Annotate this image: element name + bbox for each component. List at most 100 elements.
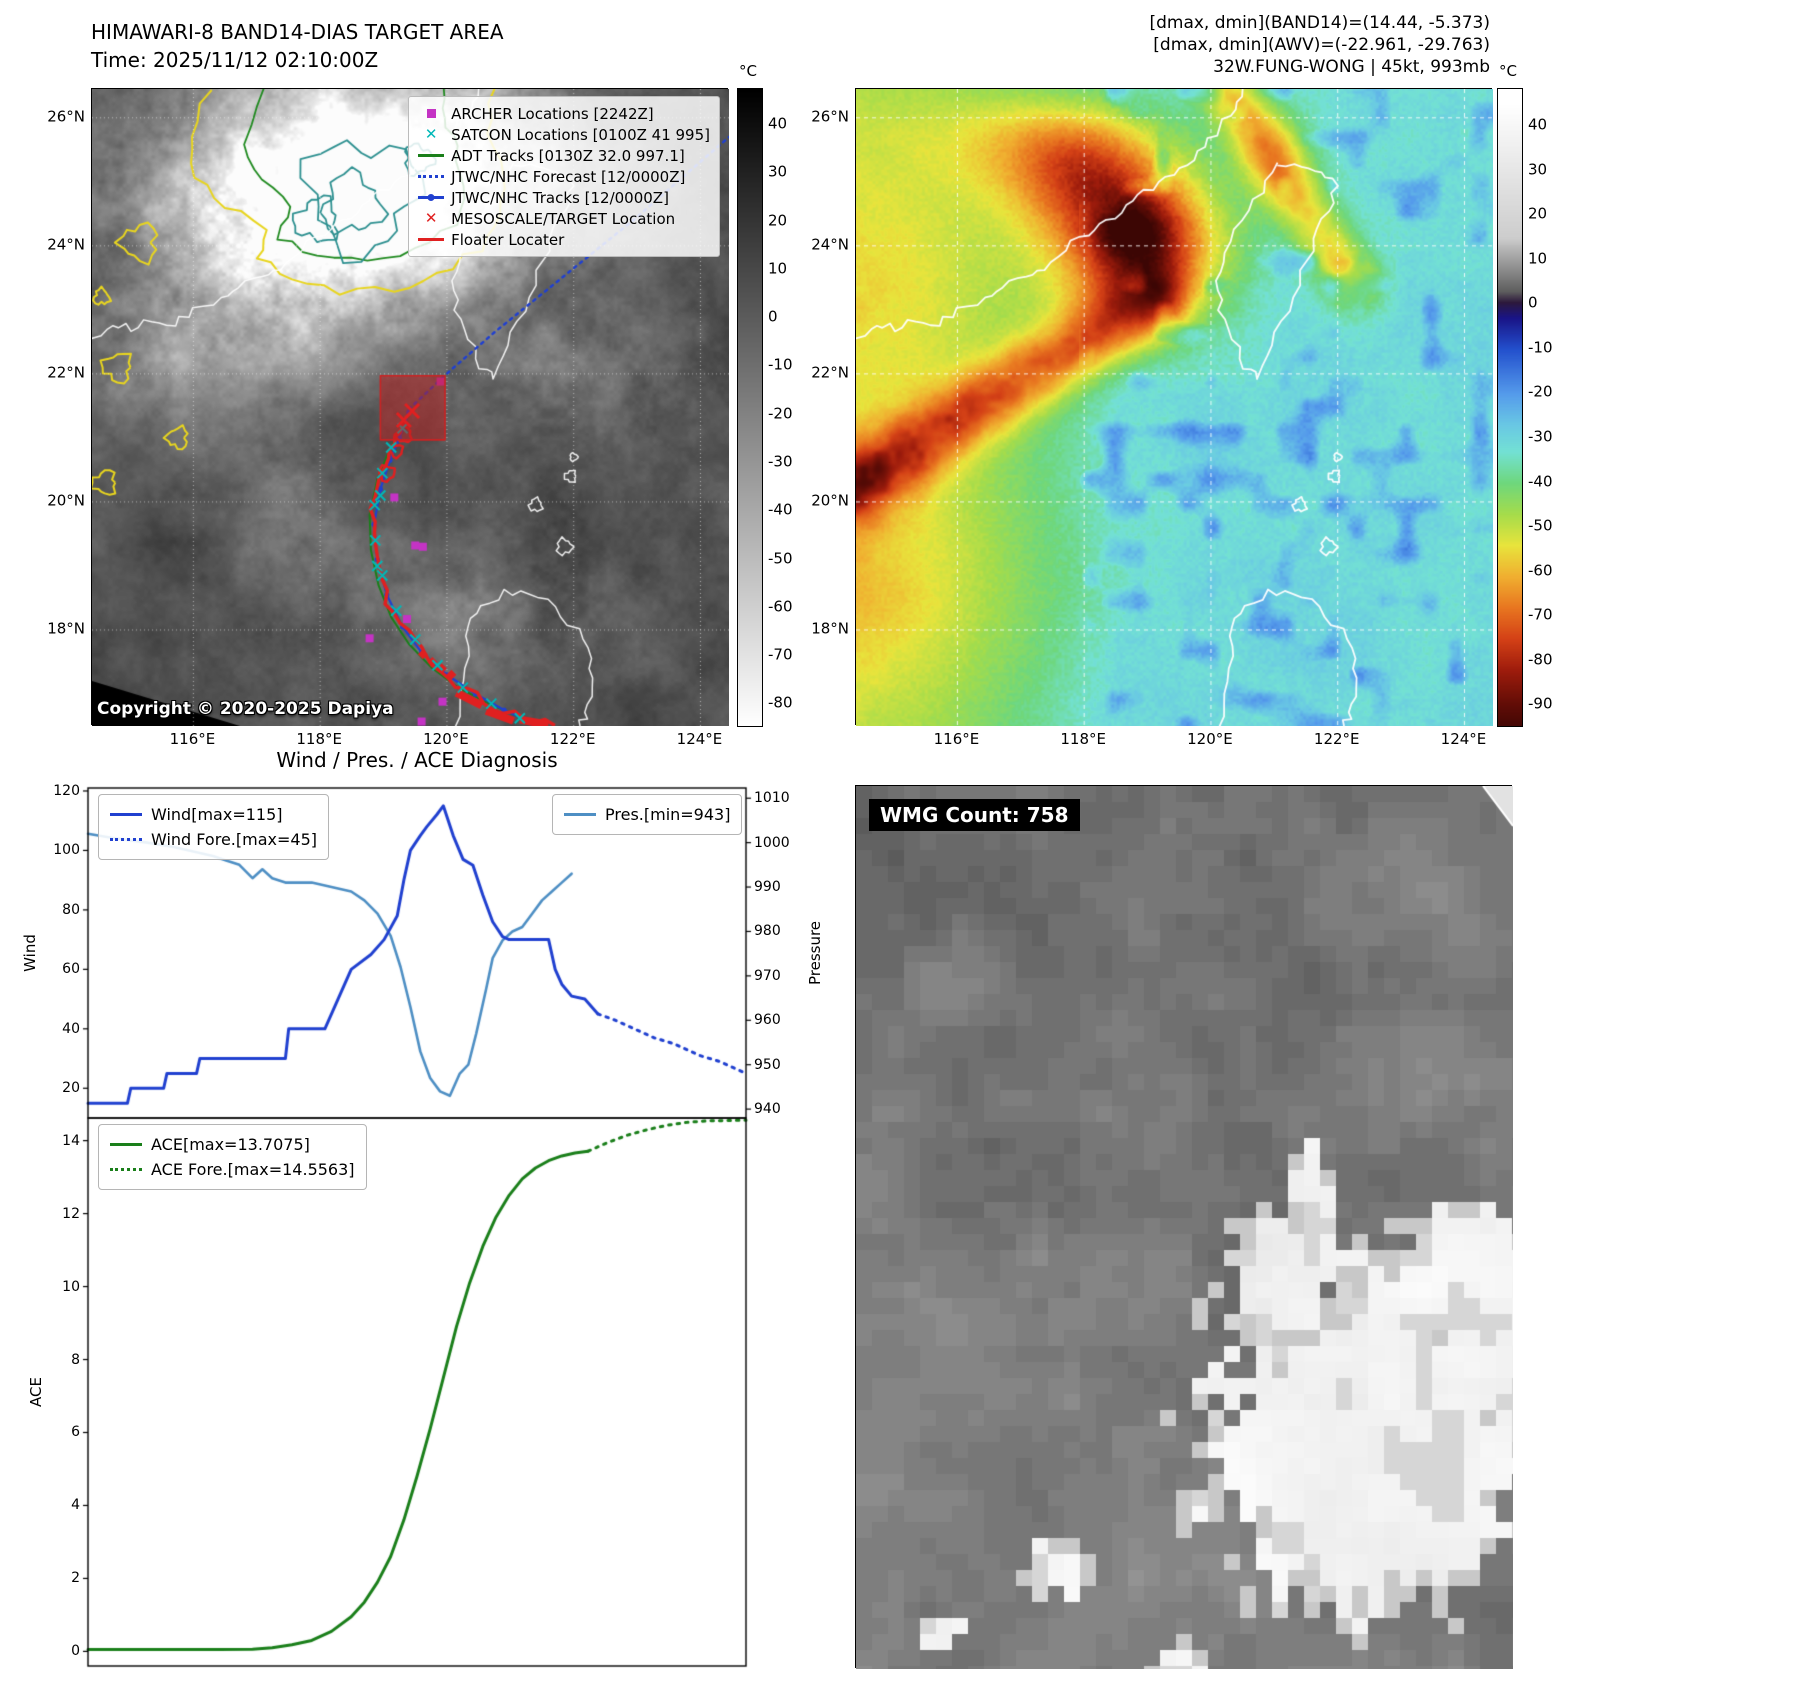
diagnosis-title: Wind / Pres. / ACE Diagnosis	[276, 748, 558, 772]
forecast-dotted-line-icon	[418, 175, 445, 178]
tick-label: 124°E	[1440, 730, 1487, 748]
tick-label: 40	[768, 114, 788, 133]
tick-label: 990	[754, 879, 781, 896]
legend-item-wind: Wind[max=115]	[110, 802, 317, 827]
tick-label: -40	[1528, 472, 1553, 491]
legend-item-mesoscale: ✕ MESOSCALE/TARGET Location	[418, 208, 710, 229]
tick-label: 950	[754, 1056, 781, 1073]
legend-label: ACE Fore.[max=14.5563]	[151, 1160, 355, 1179]
tick-label: 10	[1528, 249, 1548, 268]
legend-label: Wind Fore.[max=45]	[151, 830, 317, 849]
dmax-awv-text: [dmax, dmin](AWV)=(-22.961, -29.763)	[1153, 35, 1490, 55]
pressure-legend: Pres.[min=943]	[552, 794, 743, 835]
archer-square-icon	[418, 109, 444, 118]
awv-header: [dmax, dmin](BAND14)=(14.44, -5.373) [dm…	[1149, 12, 1490, 78]
tick-label: -60	[768, 597, 793, 616]
legend-item-floater: Floater Locater	[418, 229, 710, 250]
diagnosis-charts	[76, 776, 758, 1678]
legend-label: SATCON Locations [0100Z 41 995]	[451, 125, 710, 144]
dmax-band14-text: [dmax, dmin](BAND14)=(14.44, -5.373)	[1149, 13, 1490, 33]
storm-info-text: 32W.FUNG-WONG | 45kt, 993mb	[1213, 57, 1490, 77]
tick-label: 20°N	[811, 491, 849, 510]
tick-label: 24°N	[47, 235, 85, 254]
ace-legend: ACE[max=13.7075] ACE Fore.[max=14.5563]	[98, 1124, 367, 1190]
tick-label: 0	[768, 307, 778, 326]
legend-label: JTWC/NHC Forecast [12/0000Z]	[451, 167, 686, 186]
tick-label: 26°N	[811, 107, 849, 126]
tick-label: -20	[768, 404, 793, 423]
legend-label: MESOSCALE/TARGET Location	[451, 209, 676, 228]
tick-label: 22°N	[47, 363, 85, 382]
legend-item-pressure: Pres.[min=943]	[564, 802, 730, 827]
wind-axis-label: Wind	[21, 934, 39, 972]
ace-forecast-dotted-icon	[110, 1168, 142, 1171]
tick-label: -40	[768, 500, 793, 519]
tick-label: 0	[1528, 293, 1538, 312]
tick-label: -30	[1528, 427, 1553, 446]
tick-label: -20	[1528, 382, 1553, 401]
awv-satellite-image	[856, 89, 1493, 726]
copyright-label: Copyright © 2020-2025 Dapiya	[97, 699, 394, 719]
tick-label: -70	[768, 645, 793, 664]
wmg-panel: WMG Count: 758	[855, 785, 1513, 1669]
tick-label: 30	[768, 162, 788, 181]
legend-item-adt: ADT Tracks [0130Z 32.0 997.1]	[418, 145, 710, 166]
legend-item-ace: ACE[max=13.7075]	[110, 1132, 355, 1157]
band14-title: HIMAWARI-8 BAND14-DIAS TARGET AREA	[91, 20, 504, 44]
tick-label: 20°N	[47, 491, 85, 510]
tick-label: 116°E	[169, 730, 216, 748]
tick-label: -90	[1528, 694, 1553, 713]
pressure-line-icon	[564, 813, 596, 816]
awv-colorbar-unit: °C	[1499, 62, 1517, 80]
tick-label: 30	[1528, 160, 1548, 179]
tick-label: 18°N	[47, 619, 85, 638]
legend-label: Pres.[min=943]	[605, 805, 731, 824]
legend-label: ARCHER Locations [2242Z]	[451, 104, 654, 123]
tick-label: 18°N	[811, 619, 849, 638]
tick-label: 24°N	[811, 235, 849, 254]
tick-label: 960	[754, 1012, 781, 1029]
awv-map	[855, 88, 1493, 726]
tick-label: -70	[1528, 605, 1553, 624]
tick-label: -10	[1528, 338, 1553, 357]
ace-line-icon	[110, 1143, 142, 1146]
band14-colorbar-unit: °C	[739, 62, 757, 80]
tick-label: 40	[1528, 115, 1548, 134]
legend-label: ACE[max=13.7075]	[151, 1135, 310, 1154]
tick-label: -50	[1528, 516, 1553, 535]
legend-item-ace-forecast: ACE Fore.[max=14.5563]	[110, 1157, 355, 1182]
tick-label: -10	[768, 355, 793, 374]
jtwc-track-line-icon	[418, 196, 445, 199]
tick-label: -80	[768, 693, 793, 712]
tick-label: 22°N	[811, 363, 849, 382]
floater-line-icon	[418, 238, 445, 241]
legend-label: Wind[max=115]	[151, 805, 283, 824]
tick-label: 1000	[754, 834, 790, 851]
tick-label: 20	[768, 211, 788, 230]
tick-label: 26°N	[47, 107, 85, 126]
target-x-icon: ✕	[424, 209, 438, 227]
tick-label: 124°E	[676, 730, 723, 748]
band14-legend: ARCHER Locations [2242Z] ✕ SATCON Locati…	[408, 96, 720, 257]
pressure-axis-label: Pressure	[806, 920, 824, 986]
tick-label: -30	[768, 452, 793, 471]
legend-label: ADT Tracks [0130Z 32.0 997.1]	[451, 146, 685, 165]
band14-time-label: Time: 2025/11/12 02:10:00Z	[91, 48, 379, 72]
wmg-image	[856, 786, 1513, 1669]
tick-label: 1010	[754, 790, 790, 807]
tick-label: -50	[768, 549, 793, 567]
band14-colorbar	[737, 88, 763, 727]
tick-label: 118°E	[296, 730, 342, 748]
tick-label: -80	[1528, 650, 1553, 669]
tick-label: 122°E	[1313, 730, 1360, 748]
legend-item-wind-forecast: Wind Fore.[max=45]	[110, 827, 317, 852]
tick-label: 116°E	[933, 730, 980, 748]
tick-label: 122°E	[549, 730, 596, 748]
ace-axis-label: ACE	[27, 1377, 45, 1407]
tick-label: -60	[1528, 561, 1553, 580]
wmg-count-label: WMG Count: 758	[869, 799, 1080, 831]
legend-item-archer: ARCHER Locations [2242Z]	[418, 103, 710, 124]
tick-label: 970	[754, 967, 781, 984]
legend-item-jtwc-tracks: JTWC/NHC Tracks [12/0000Z]	[418, 187, 710, 208]
tick-label: 940	[754, 1101, 781, 1118]
